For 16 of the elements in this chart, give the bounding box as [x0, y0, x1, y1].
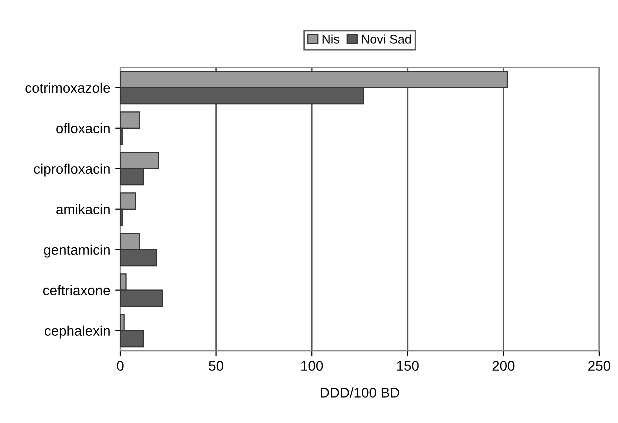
y-tick-label: gentamicin [44, 244, 110, 258]
x-tick-label: 250 [588, 361, 611, 372]
y-tick-label: ciprofloxacin [34, 164, 110, 177]
y-tick-label: ofloxacin [56, 123, 110, 134]
y-tick-label: ceftriaxone [43, 285, 110, 296]
x-tick-label: 50 [209, 361, 224, 372]
y-tick-label: cephalexin [44, 326, 110, 339]
legend-label: Novi Sad [362, 34, 412, 44]
x-tick-label: 0 [117, 361, 124, 372]
x-tick-label: 200 [492, 361, 515, 372]
y-tick-label: amikacin [56, 204, 110, 215]
x-tick-label: 100 [302, 361, 324, 372]
y-tick-label: cotrimoxazole [26, 82, 110, 94]
x-axis-title: DDD/100 BD [320, 388, 400, 398]
x-tick-label: 150 [397, 361, 419, 372]
legend-label: Nis [322, 34, 340, 44]
